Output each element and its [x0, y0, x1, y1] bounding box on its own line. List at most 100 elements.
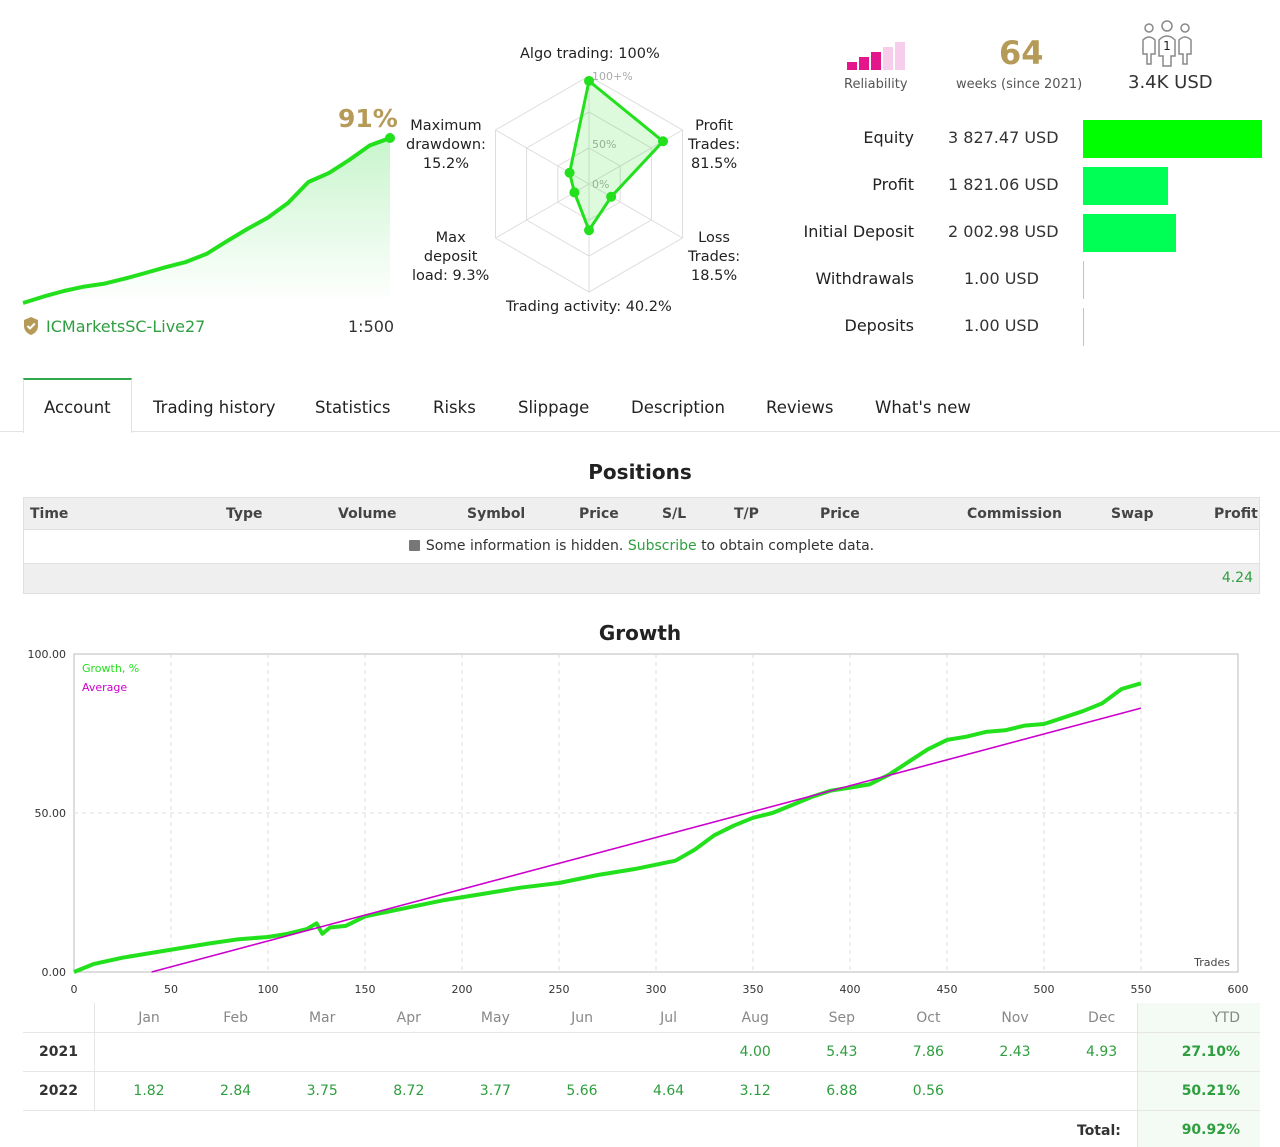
- month-header: Jun: [571, 1010, 593, 1026]
- radar-spoke: [588, 183, 683, 239]
- stat-bar: [1083, 120, 1262, 158]
- col-symbol: Symbol: [467, 506, 526, 522]
- month-header: Nov: [1001, 1010, 1029, 1026]
- month-value: 8.72: [393, 1083, 425, 1099]
- year-header: [23, 1003, 95, 1033]
- hidden-info-note: Some information is hidden. Subscribe to…: [24, 530, 1259, 563]
- stat-name: Deposits: [844, 316, 915, 335]
- tab-trading-history[interactable]: Trading history: [153, 398, 276, 417]
- tab-whats-new[interactable]: What's new: [875, 398, 971, 417]
- month-header: Feb: [223, 1010, 248, 1026]
- month-header: Sep: [828, 1010, 855, 1026]
- reliability-label: Reliability: [844, 77, 908, 92]
- radar-point: [658, 136, 669, 147]
- tab-statistics[interactable]: Statistics: [315, 398, 391, 417]
- stat-bar: [1083, 308, 1084, 346]
- verified-shield-icon: [24, 317, 38, 335]
- reliability-bar: [847, 62, 857, 70]
- month-header: Oct: [916, 1010, 941, 1026]
- tab-account[interactable]: Account: [23, 378, 132, 433]
- stat-equity: Equity 3 827.47 USD: [780, 120, 1270, 158]
- positions-total-row: 4.24: [24, 563, 1259, 593]
- growth-series-line: [73, 681, 1142, 974]
- subscribers-funds: 3.4K USD: [1128, 72, 1213, 93]
- server-name[interactable]: ICMarketsSC-Live27: [46, 316, 206, 336]
- growth-x-tick: 200: [452, 983, 473, 996]
- stat-initial-deposit: Initial Deposit 2 002.98 USD: [780, 214, 1270, 252]
- tab-description[interactable]: Description: [631, 398, 725, 417]
- growth-x-tick: 300: [646, 983, 667, 996]
- growth-y-tick: 50.00: [35, 807, 67, 820]
- tab-risks[interactable]: Risks: [433, 398, 476, 417]
- monthly-header-row: Jan Feb Mar Apr May Jun Jul Aug Sep Oct Nov Dec YTD: [23, 1003, 1260, 1033]
- tab-slippage[interactable]: Slippage: [518, 398, 590, 417]
- stat-value: 3 827.47 USD: [948, 128, 1059, 147]
- monthly-row-2021: 2021 4.00 5.43 7.86 2.43 4.93 27.10%: [23, 1033, 1260, 1072]
- server-info[interactable]: ICMarketsSC-Live27: [22, 316, 205, 336]
- month-value: 4.00: [739, 1044, 771, 1060]
- reliability-bar: [859, 57, 869, 70]
- stat-value: 1.00 USD: [964, 269, 1039, 288]
- radar-point: [606, 191, 617, 202]
- stat-bar: [1083, 167, 1168, 205]
- month-value: 4.64: [653, 1083, 685, 1099]
- growth-y-tick: 0.00: [42, 966, 67, 979]
- stat-value: 2 002.98 USD: [948, 222, 1059, 241]
- col-profit: Profit: [1214, 506, 1258, 522]
- growth-x-tick: 600: [1228, 983, 1249, 996]
- month-value: 0.56: [912, 1083, 944, 1099]
- month-header: Apr: [396, 1010, 421, 1026]
- stat-deposits: Deposits 1.00 USD: [780, 308, 1270, 346]
- radar-label-activity: Trading activity: 40.2%: [506, 299, 672, 315]
- col-price-current: Price: [820, 506, 860, 522]
- month-value: 1.82: [133, 1083, 165, 1099]
- weeks-label: weeks (since 2021): [956, 77, 1083, 92]
- positions-table: Time Type Volume Symbol Price S/L T/P Pr…: [23, 497, 1260, 594]
- ytd-column: 90.92%: [1137, 1111, 1260, 1147]
- subscribe-link[interactable]: Subscribe: [627, 538, 697, 554]
- growth-x-tick: 250: [549, 983, 570, 996]
- month-header: Jan: [138, 1010, 160, 1026]
- reliability-bar: [883, 47, 893, 70]
- positions-total-profit: 4.24: [1221, 570, 1253, 586]
- col-tp: T/P: [734, 506, 759, 522]
- month-value: 5.43: [826, 1044, 858, 1060]
- reliability-bars: [847, 42, 905, 70]
- stat-value: 1 821.06 USD: [948, 175, 1059, 194]
- stat-bar: [1083, 261, 1084, 299]
- weeks-count: 64: [999, 34, 1044, 72]
- stat-withdrawals: Withdrawals 1.00 USD: [780, 261, 1270, 299]
- month-header: Mar: [308, 1010, 336, 1026]
- growth-x-tick: 150: [355, 983, 376, 996]
- growth-percent: 91%: [338, 104, 398, 133]
- radar-label-drawdown: Maximum drawdown: 15.2%: [406, 118, 486, 172]
- stat-profit: Profit 1 821.06 USD: [780, 167, 1270, 205]
- reliability-bar: [895, 42, 905, 70]
- radar-ring-label: 0%: [592, 178, 609, 191]
- stat-bar: [1083, 214, 1176, 252]
- col-sl: S/L: [662, 506, 687, 522]
- radar-point: [569, 187, 580, 198]
- radar-label-algo: Algo trading: 100%: [520, 46, 660, 62]
- subscribers-count: 1: [1163, 39, 1171, 53]
- tab-bar: Account Trading history Statistics Risks…: [0, 378, 1280, 433]
- stat-value: 1.00 USD: [964, 316, 1039, 335]
- mini-chart-area: [23, 138, 390, 303]
- tab-reviews[interactable]: Reviews: [766, 398, 834, 417]
- growth-x-tick: 550: [1131, 983, 1152, 996]
- growth-x-tick: 500: [1034, 983, 1055, 996]
- mini-chart-line: [22, 136, 391, 305]
- average-series-line: [151, 707, 1142, 973]
- positions-title: Positions: [588, 460, 692, 484]
- ytd-value: 50.21%: [1181, 1083, 1240, 1099]
- month-value: 2.84: [220, 1083, 252, 1099]
- total-label: Total:: [1077, 1123, 1121, 1139]
- radar-label-profit: Profit Trades: 81.5%: [688, 118, 741, 172]
- growth-x-tick: 0: [71, 983, 78, 996]
- radar-label-loss: Loss Trades: 18.5%: [688, 230, 741, 284]
- col-swap: Swap: [1111, 506, 1154, 522]
- stat-name: Initial Deposit: [803, 222, 914, 241]
- mini-chart-endpoint: [385, 133, 395, 143]
- legend-growth: Growth, %: [82, 662, 139, 675]
- growth-x-tick: 100: [258, 983, 279, 996]
